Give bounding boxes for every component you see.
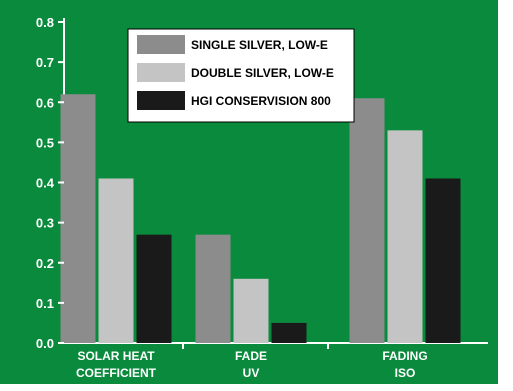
bar xyxy=(136,234,172,343)
category-label: SOLAR HEAT xyxy=(77,349,155,363)
y-tick-label: 0.6 xyxy=(36,95,54,110)
category-label: ISO xyxy=(395,366,416,380)
bar xyxy=(271,322,307,343)
y-tick-label: 0.2 xyxy=(36,256,54,271)
bar xyxy=(60,94,96,343)
legend-label: DOUBLE SILVER, LOW-E xyxy=(191,66,334,80)
y-tick-label: 0.5 xyxy=(36,135,54,150)
bar xyxy=(425,178,461,343)
y-tick-label: 0.8 xyxy=(36,15,54,30)
legend-label: SINGLE SILVER, LOW-E xyxy=(191,38,328,52)
y-ticks: 0.0 0.1 0.2 0.3 0.4 0.5 0.6 0.7 0.8 xyxy=(36,15,64,351)
y-tick-label: 0.7 xyxy=(36,55,54,70)
category-label: UV xyxy=(243,366,260,380)
legend-label: HGI CONSERVISION 800 xyxy=(191,94,331,108)
bar xyxy=(349,98,385,343)
category-label: FADING xyxy=(382,349,427,363)
bar xyxy=(387,130,423,343)
y-tick-label: 0.0 xyxy=(36,336,54,351)
bars xyxy=(60,94,461,343)
legend-swatch xyxy=(137,91,185,110)
y-tick-label: 0.1 xyxy=(36,296,54,311)
y-tick-label: 0.4 xyxy=(36,176,55,191)
legend-swatch xyxy=(137,35,185,54)
y-tick-label: 0.3 xyxy=(36,216,54,231)
category-label: COEFFICIENT xyxy=(76,366,157,380)
category-labels: SOLAR HEAT COEFFICIENT FADE UV FADING ISO xyxy=(76,349,428,380)
bar xyxy=(195,234,231,343)
category-label: FADE xyxy=(235,349,267,363)
bar xyxy=(98,178,134,343)
legend-swatch xyxy=(137,63,185,82)
bar xyxy=(233,278,269,343)
legend: SINGLE SILVER, LOW-E DOUBLE SILVER, LOW-E… xyxy=(127,28,355,123)
